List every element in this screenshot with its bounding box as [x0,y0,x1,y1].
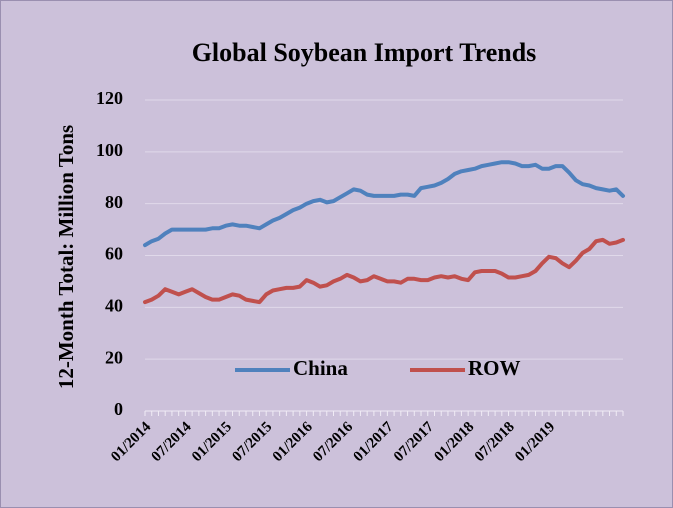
y-tick-label: 20 [105,347,123,367]
y-tick-label: 60 [105,244,123,264]
y-tick-label: 80 [105,192,123,212]
y-tick-label: 100 [96,140,123,160]
y-axis-label: 12-Month Total: Million Tons [54,125,78,389]
y-tick-label: 0 [114,399,123,419]
y-tick-label: 40 [105,295,123,315]
legend-label: ROW [468,356,521,380]
chart-title: Global Soybean Import Trends [192,38,537,67]
legend-label: China [293,356,348,380]
y-tick-label: 120 [96,88,123,108]
series-line [143,237,625,305]
series-line [143,160,625,248]
